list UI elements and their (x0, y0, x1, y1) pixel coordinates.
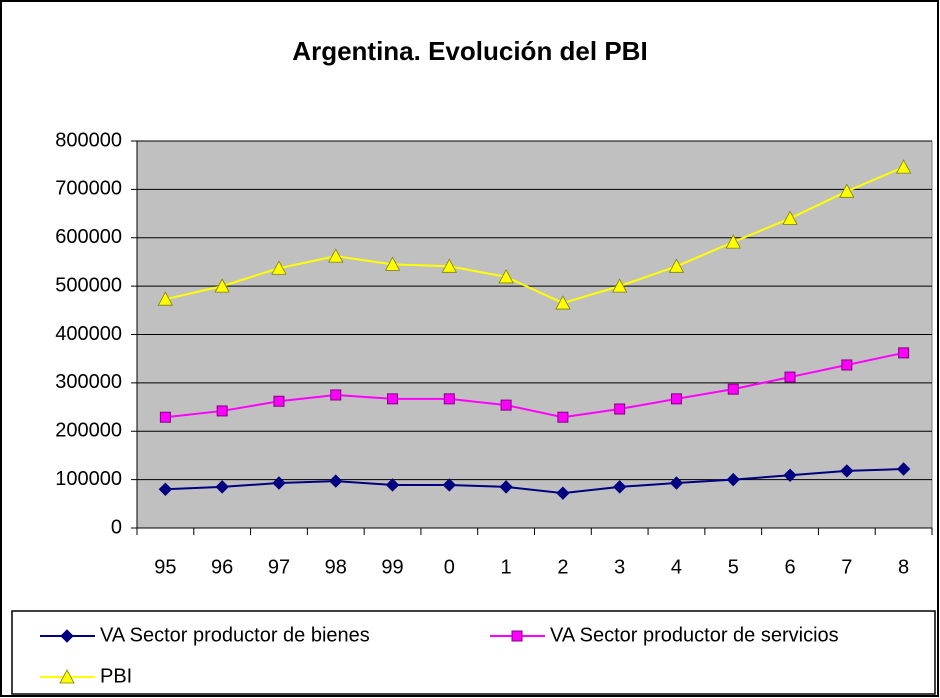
marker (271, 260, 287, 275)
marker (668, 258, 685, 273)
y-tick-label: 0 (111, 516, 122, 538)
legend-label: VA Sector productor de servicios (550, 624, 839, 646)
marker (896, 462, 911, 476)
x-tick-label: 4 (671, 556, 682, 578)
marker (328, 248, 344, 263)
marker (783, 468, 797, 482)
marker (725, 234, 741, 249)
legend-label: PBI (100, 665, 132, 687)
marker (726, 472, 740, 487)
marker (895, 159, 912, 174)
marker (60, 629, 74, 643)
y-tick-label: 300000 (55, 371, 122, 393)
marker (612, 278, 628, 293)
y-tick-label: 700000 (55, 178, 122, 200)
marker (384, 256, 401, 271)
marker (782, 210, 798, 225)
marker (727, 383, 739, 395)
marker (612, 480, 627, 494)
marker (555, 295, 571, 310)
marker (556, 486, 570, 500)
marker (273, 395, 285, 407)
marker (784, 371, 796, 383)
marker (670, 393, 682, 405)
marker (898, 347, 910, 359)
marker (839, 183, 855, 198)
x-tick-label: 99 (381, 556, 403, 578)
x-tick-label: 8 (898, 556, 909, 578)
x-tick-label: 6 (784, 556, 795, 578)
marker (498, 269, 514, 284)
marker (157, 291, 174, 306)
y-tick-label: 200000 (55, 420, 122, 442)
x-tick-label: 96 (211, 556, 233, 578)
marker (330, 389, 342, 401)
x-tick-label: 5 (728, 556, 739, 578)
marker (499, 480, 513, 494)
marker (329, 474, 343, 488)
marker (216, 405, 228, 417)
marker (272, 476, 286, 490)
x-tick-label: 3 (614, 556, 625, 578)
marker (214, 278, 230, 293)
marker (669, 476, 684, 490)
y-tick-label: 500000 (55, 274, 122, 296)
y-tick-label: 800000 (55, 129, 122, 151)
legend-box (11, 610, 936, 695)
x-tick-label: 1 (501, 556, 512, 578)
marker (840, 464, 854, 478)
marker (158, 482, 173, 497)
y-tick-label: 400000 (55, 323, 122, 345)
marker (443, 393, 455, 405)
legend-label: VA Sector productor de bienes (100, 624, 370, 646)
series-line (165, 351, 904, 419)
y-tick-label: 600000 (55, 226, 122, 248)
x-tick-label: 7 (841, 556, 852, 578)
marker (442, 478, 457, 492)
marker (500, 399, 512, 411)
series-line (165, 467, 904, 495)
x-tick-label: 97 (268, 556, 290, 578)
marker (159, 411, 171, 423)
x-tick-label: 95 (154, 556, 176, 578)
x-tick-label: 2 (557, 556, 568, 578)
x-tick-label: 98 (325, 556, 347, 578)
x-tick-label: 0 (444, 556, 455, 578)
marker (59, 669, 75, 684)
marker (841, 359, 853, 371)
marker (215, 480, 229, 494)
marker (441, 258, 457, 273)
marker (614, 403, 626, 415)
marker (557, 411, 569, 423)
marker (387, 393, 399, 405)
chart-title: Argentina. Evolución del PBI (292, 36, 647, 66)
y-tick-label: 100000 (55, 468, 122, 490)
series-line (165, 166, 904, 305)
marker (511, 630, 523, 642)
marker (385, 478, 400, 492)
